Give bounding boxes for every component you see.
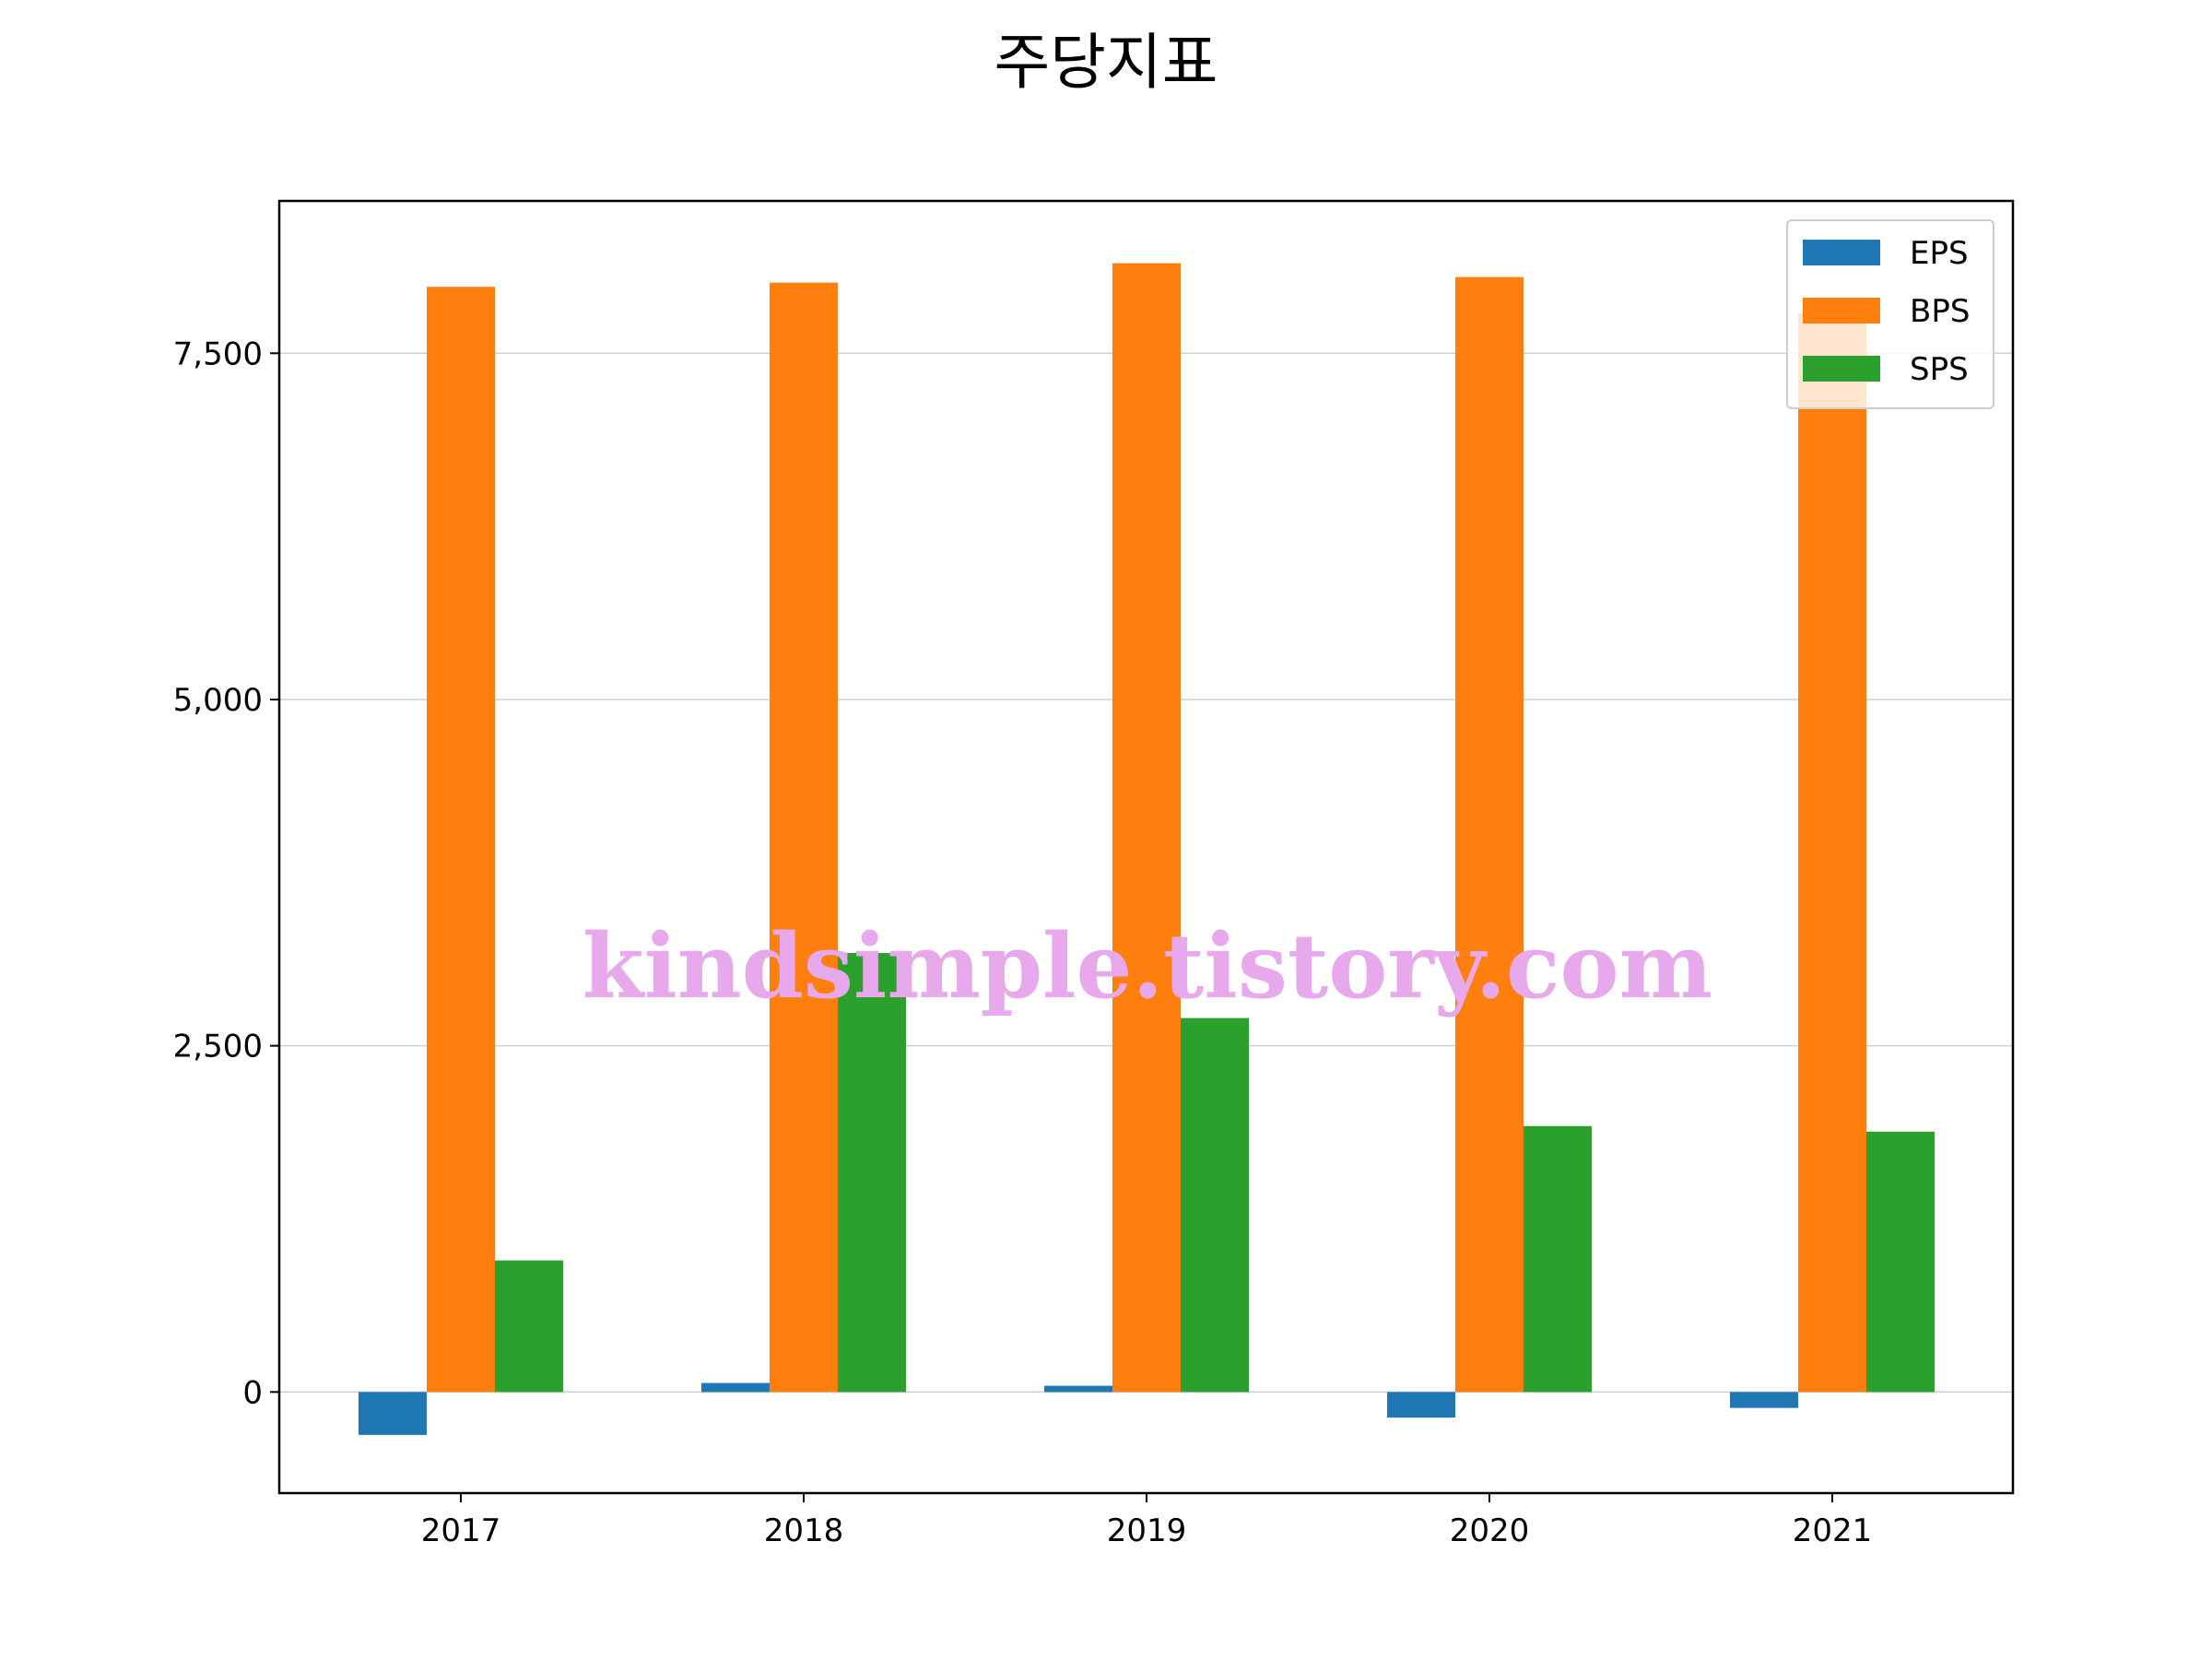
bar-sps-2021	[1866, 1131, 1935, 1393]
chart-title: 주당지표	[994, 27, 1218, 98]
x-axis: 2017 2018 2019 2020 2021	[421, 1493, 1873, 1549]
y-tick-label: 0	[242, 1374, 263, 1411]
legend: EPS BPS SPS	[1786, 219, 1994, 409]
legend-swatch-sps	[1803, 356, 1880, 382]
bar-bps-2017	[427, 287, 495, 1393]
legend-label-eps: EPS	[1910, 235, 1969, 272]
bar-sps-2018	[838, 952, 906, 1393]
legend-label-bps: BPS	[1910, 293, 1970, 330]
watermark: kindsimple.tistory.com	[582, 914, 1712, 1018]
bars	[359, 263, 1935, 1435]
bar-sps-2020	[1524, 1125, 1592, 1393]
bar-eps-2021	[1730, 1392, 1798, 1408]
bar-eps-2017	[359, 1392, 427, 1435]
y-axis: 0 2,500 5,000 7,500	[173, 335, 279, 1411]
bar-bps-2020	[1455, 276, 1524, 1393]
legend-label-sps: SPS	[1910, 351, 1969, 388]
y-tick-label: 7,500	[173, 335, 263, 372]
x-tick-label: 2020	[1450, 1512, 1530, 1549]
x-tick-label: 2017	[421, 1512, 501, 1549]
bar-eps-2018	[701, 1382, 770, 1393]
bar-bps-2019	[1112, 263, 1181, 1393]
bar-eps-2020	[1387, 1392, 1455, 1418]
bar-eps-2019	[1044, 1385, 1112, 1393]
y-tick-label: 2,500	[173, 1029, 263, 1065]
x-tick-label: 2021	[1793, 1512, 1873, 1549]
y-tick-label: 5,000	[173, 682, 263, 719]
x-tick-label: 2018	[764, 1512, 844, 1549]
legend-swatch-bps	[1803, 298, 1880, 324]
legend-swatch-eps	[1803, 240, 1880, 265]
x-tick-label: 2019	[1107, 1512, 1187, 1549]
bar-bps-2018	[770, 282, 838, 1393]
bar-bps-2021	[1798, 312, 1866, 1393]
bar-sps-2017	[495, 1260, 563, 1393]
bar-sps-2019	[1181, 1018, 1249, 1393]
